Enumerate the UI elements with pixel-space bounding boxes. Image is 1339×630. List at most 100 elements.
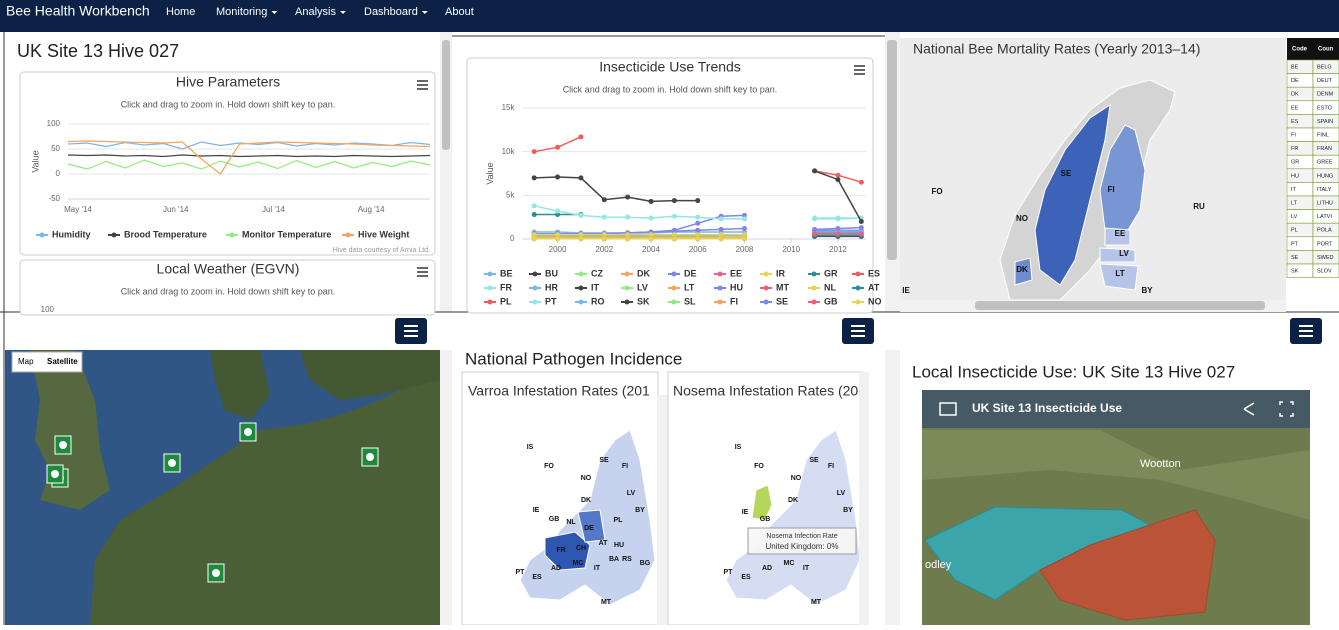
menu-icon[interactable] [854, 65, 865, 67]
menu-icon[interactable] [417, 88, 428, 90]
table-header [1287, 38, 1339, 60]
scroll-thumb[interactable] [975, 301, 1265, 310]
fullscreen-icon[interactable] [1279, 401, 1294, 417]
country-label: NO [791, 475, 802, 482]
share-icon[interactable] [1243, 402, 1255, 416]
menu-icon[interactable] [417, 80, 428, 82]
legend-label[interactable]: Monitor Temperature [242, 229, 331, 239]
point [555, 208, 561, 214]
legend-label[interactable]: LT [684, 282, 695, 292]
country-label: FO [754, 463, 764, 470]
menu-icon[interactable] [417, 275, 428, 277]
country-label: MT [601, 599, 612, 606]
point [578, 236, 584, 242]
map-button[interactable]: Satellite [47, 357, 78, 366]
nav-item[interactable]: About [445, 6, 474, 18]
menu-icon[interactable] [417, 271, 428, 273]
legend-symbol [671, 285, 677, 291]
menu-icon[interactable] [854, 73, 865, 75]
table-cell-text: PT [1291, 241, 1299, 247]
table-cell-text: DK [1291, 92, 1299, 98]
scroll-thumb[interactable] [442, 40, 450, 150]
point [625, 214, 631, 220]
point [695, 198, 701, 204]
chart-title: Hive Parameters [176, 74, 280, 90]
country-label: BA [609, 556, 619, 563]
legend-label[interactable]: FR [500, 282, 512, 292]
point [578, 175, 584, 181]
legend-label[interactable]: FI [730, 296, 738, 306]
legend-label[interactable]: CZ [591, 268, 603, 278]
legend-label[interactable]: DK [637, 268, 650, 278]
legend-symbol [855, 271, 861, 277]
country-label: PT [516, 569, 526, 576]
legend-label[interactable]: MT [776, 282, 789, 292]
hive-marker-icon [51, 470, 59, 478]
point [718, 216, 724, 222]
legend-label[interactable]: IT [591, 282, 600, 292]
series-line [534, 176, 698, 203]
table-cell-text: DEUT [1317, 78, 1333, 84]
map-button[interactable]: Map [18, 357, 34, 366]
legend-label[interactable]: SE [776, 296, 788, 306]
point [648, 236, 654, 242]
legend-label[interactable]: PT [545, 296, 557, 306]
country-label: LT [1115, 269, 1124, 278]
point [648, 198, 654, 204]
legend-label[interactable]: Brood Temperature [124, 229, 207, 239]
legend-label[interactable]: HR [545, 282, 558, 292]
legend-symbol [811, 285, 817, 291]
legend-label[interactable]: SK [637, 296, 650, 306]
legend-symbol [578, 271, 584, 277]
point [648, 215, 654, 221]
icon[interactable] [939, 402, 957, 416]
legend-label[interactable]: LV [637, 282, 648, 292]
legend-label[interactable]: SL [684, 296, 696, 306]
map-type-control[interactable] [11, 351, 83, 373]
map-title: Varroa Infestation Rates (201 [468, 383, 650, 399]
scroll-thumb[interactable] [887, 40, 897, 260]
legend-label[interactable]: IR [776, 268, 786, 278]
legend-label[interactable]: GR [824, 268, 838, 278]
series-line [67, 154, 431, 158]
nav-item[interactable]: Dashboard [364, 6, 418, 18]
legend-label[interactable]: NO [868, 296, 882, 306]
scrollbar[interactable] [657, 395, 667, 625]
point [531, 149, 537, 155]
legend-label[interactable]: ES [868, 268, 880, 278]
insecticide-area [1039, 509, 1216, 621]
nav-item[interactable]: Monitoring [216, 6, 267, 18]
legend-label[interactable]: AT [868, 282, 880, 292]
legend-label[interactable]: PL [500, 296, 512, 306]
nav-item[interactable]: Analysis [295, 6, 336, 18]
legend-label[interactable]: RO [591, 296, 605, 306]
point [601, 197, 607, 203]
menu-icon[interactable] [417, 267, 428, 269]
nav-item[interactable]: Home [166, 6, 195, 18]
scrollbar[interactable] [440, 350, 452, 625]
scrollbar[interactable] [885, 350, 900, 625]
country-label: DK [1016, 265, 1028, 274]
legend-label[interactable]: HU [730, 282, 743, 292]
menu-icon[interactable] [854, 69, 865, 71]
legend-label[interactable]: Humidity [52, 229, 91, 239]
legend-symbol [763, 285, 769, 291]
legend-label[interactable]: GB [824, 296, 838, 306]
point [625, 232, 631, 238]
legend-label[interactable]: BU [545, 268, 558, 278]
tooltip-text: United Kingdom: 0% [766, 542, 839, 551]
legend-label[interactable]: NL [824, 282, 836, 292]
table-cell-text: FR [1291, 146, 1298, 152]
legend-label[interactable]: Hive Weight [358, 229, 409, 239]
point [625, 194, 631, 200]
legend-label[interactable]: BE [500, 268, 513, 278]
hive-marker-icon [168, 459, 176, 467]
hive-marker-icon [244, 428, 252, 436]
country-label: ES [532, 574, 542, 581]
menu-icon[interactable] [417, 84, 428, 86]
legend-label[interactable]: EE [730, 268, 742, 278]
menu-icon [1299, 335, 1313, 337]
scrollbar[interactable] [859, 372, 869, 625]
country-label: LV [837, 490, 846, 497]
legend-label[interactable]: DE [684, 268, 697, 278]
